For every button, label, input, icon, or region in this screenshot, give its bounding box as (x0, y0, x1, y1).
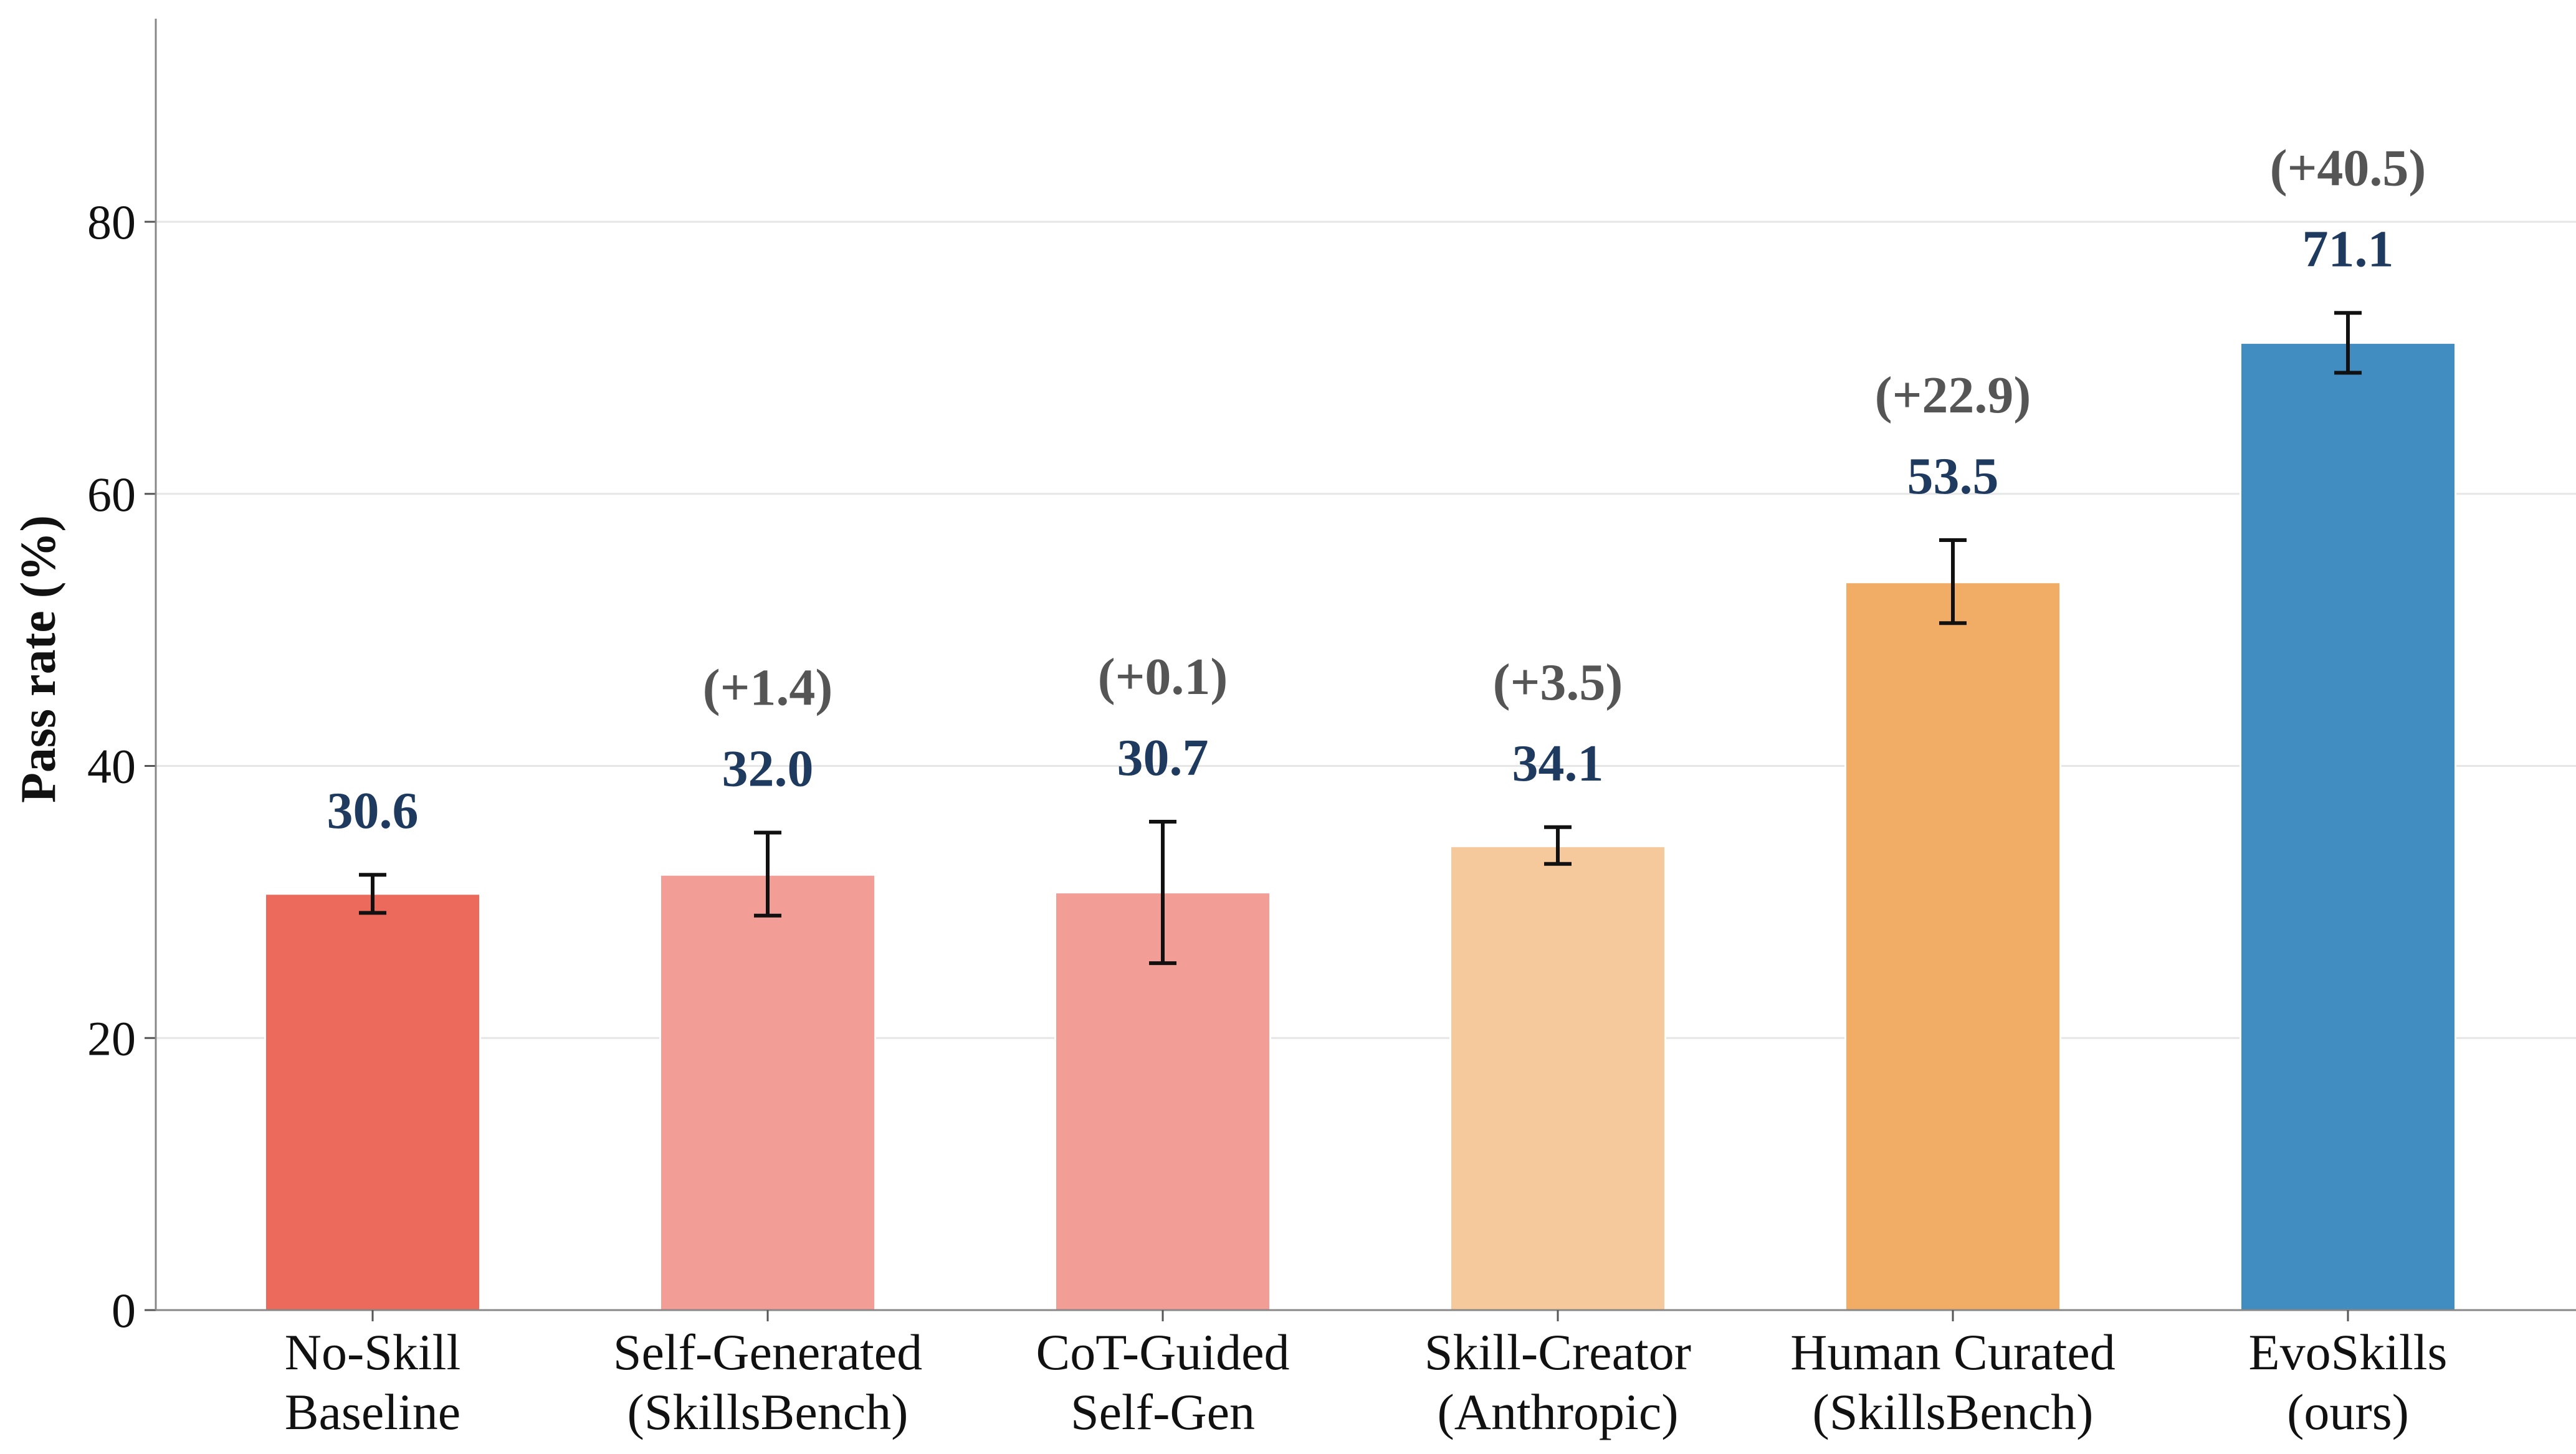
delta-label: (+22.9) (1875, 366, 2031, 424)
value-label: 71.1 (2302, 220, 2394, 278)
delta-label: (+0.1) (1098, 648, 1228, 706)
x-tick-label: CoT-Guided (1036, 1324, 1290, 1380)
error-bars (359, 311, 2362, 966)
y-tick-label: 60 (87, 467, 136, 521)
x-tick-label: EvoSkills (2249, 1324, 2448, 1380)
y-tick-label: 40 (87, 739, 136, 794)
gridlines (156, 221, 2576, 1039)
y-tick-label: 0 (112, 1283, 136, 1338)
x-tick-label: No-Skill (285, 1324, 460, 1380)
bar (1844, 581, 2061, 1311)
x-tick-label: (SkillsBench) (1813, 1384, 2094, 1440)
x-tick-label: (SkillsBench) (627, 1384, 909, 1440)
value-label: 53.5 (1907, 447, 1999, 505)
value-label: 30.6 (327, 782, 419, 840)
y-axis-title: Pass rate (%) (11, 515, 66, 803)
x-tick-label: Self-Generated (613, 1324, 922, 1380)
y-tick-label: 20 (87, 1011, 136, 1065)
data-labels: 30.6 32.0 (+1.4) 30.7 (+0.1) 34.1 (+3.5) 53.5 (+… (327, 139, 2426, 840)
x-tick-label: (Anthropic) (1437, 1384, 1678, 1440)
delta-label: (+1.4) (703, 659, 833, 717)
x-tick-label: Self-Gen (1071, 1384, 1255, 1440)
bar (659, 873, 876, 1311)
axes: 020406080No-SkillBaselineSelf-Generated(… (87, 19, 2576, 1440)
x-tick-label: (ours) (2287, 1384, 2409, 1440)
delta-label: (+3.5) (1493, 653, 1623, 711)
value-label: 34.1 (1512, 734, 1604, 792)
x-tick-label: Human Curated (1790, 1324, 2115, 1380)
x-tick-label: Baseline (285, 1384, 460, 1440)
bar (1449, 845, 1666, 1311)
x-tick-label: Skill-Creator (1424, 1324, 1691, 1380)
bars (264, 341, 2456, 1311)
y-tick-label: 80 (87, 195, 136, 249)
delta-label: (+40.5) (2270, 139, 2426, 197)
bar (2240, 341, 2456, 1311)
bar (264, 893, 481, 1311)
value-label: 30.7 (1117, 729, 1209, 787)
value-label: 32.0 (722, 740, 814, 798)
